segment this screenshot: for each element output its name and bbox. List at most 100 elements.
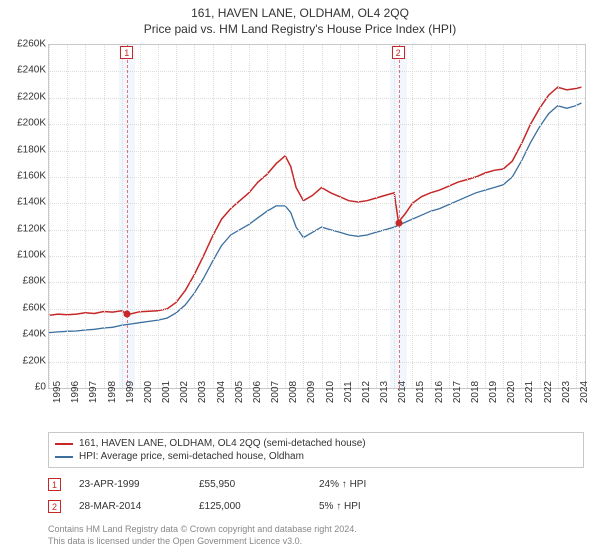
legend-row-series-2: HPI: Average price, semi-detached house,…: [55, 450, 577, 463]
gridline-h: [49, 335, 585, 336]
x-tick-label: 2005: [234, 381, 245, 403]
marker-box-1: 1: [120, 46, 133, 59]
y-tick-label: £60K: [23, 302, 46, 313]
gridline-v: [358, 45, 359, 388]
x-tick-label: 2015: [415, 381, 426, 403]
annotation-delta-1: 24% ↑ HPI: [319, 479, 439, 490]
y-tick-label: £0: [35, 382, 46, 393]
x-tick-label: 1996: [70, 381, 81, 403]
legend-swatch-series-2: [55, 456, 73, 458]
gridline-v: [231, 45, 232, 388]
x-tick-label: 1995: [52, 381, 63, 403]
legend-swatch-series-1: [55, 443, 73, 445]
y-tick-label: £80K: [23, 276, 46, 287]
y-tick-label: £240K: [17, 65, 46, 76]
gridline-h: [49, 282, 585, 283]
disclaimer-line-1: Contains HM Land Registry data © Crown c…: [48, 524, 357, 536]
gridline-v: [540, 45, 541, 388]
gridline-v: [213, 45, 214, 388]
annotation-marker-2: 2: [48, 500, 61, 513]
x-tick-label: 2008: [288, 381, 299, 403]
gridline-v: [376, 45, 377, 388]
x-tick-label: 2009: [306, 381, 317, 403]
x-tick-label: 2020: [506, 381, 517, 403]
gridline-v: [249, 45, 250, 388]
annotation-delta-2: 5% ↑ HPI: [319, 501, 439, 512]
gridline-h: [49, 177, 585, 178]
chart-title-main: 161, HAVEN LANE, OLDHAM, OL4 2QQ: [0, 0, 600, 20]
gridline-v: [322, 45, 323, 388]
marker-dot-1: [124, 311, 131, 318]
marker-line-1: [127, 45, 128, 388]
x-tick-label: 2014: [397, 381, 408, 403]
legend-box: 161, HAVEN LANE, OLDHAM, OL4 2QQ (semi-d…: [48, 432, 584, 468]
disclaimer-line-2: This data is licensed under the Open Gov…: [48, 536, 357, 548]
gridline-v: [521, 45, 522, 388]
legend-label-series-2: HPI: Average price, semi-detached house,…: [79, 451, 304, 462]
gridline-h: [49, 203, 585, 204]
chart-lines-svg: [49, 45, 585, 388]
annotation-price-2: £125,000: [199, 501, 319, 512]
x-tick-label: 2001: [161, 381, 172, 403]
plot-area: [48, 44, 586, 389]
gridline-v: [158, 45, 159, 388]
x-tick-label: 2017: [452, 381, 463, 403]
x-tick-label: 2021: [524, 381, 535, 403]
y-tick-label: £180K: [17, 144, 46, 155]
y-tick-label: £40K: [23, 329, 46, 340]
x-tick-label: 2023: [561, 381, 572, 403]
gridline-h: [49, 230, 585, 231]
x-tick-label: 2002: [179, 381, 190, 403]
gridline-h: [49, 71, 585, 72]
x-tick-label: 2024: [579, 381, 590, 403]
gridline-v: [576, 45, 577, 388]
disclaimer: Contains HM Land Registry data © Crown c…: [48, 524, 357, 547]
x-tick-label: 2013: [379, 381, 390, 403]
x-tick-label: 2004: [216, 381, 227, 403]
marker-line-2: [399, 45, 400, 388]
gridline-v: [558, 45, 559, 388]
gridline-h: [49, 362, 585, 363]
gridline-v: [104, 45, 105, 388]
series-line-price_paid: [49, 87, 581, 315]
marker-box-2: 2: [392, 46, 405, 59]
x-tick-label: 1999: [125, 381, 136, 403]
chart-title-sub: Price paid vs. HM Land Registry's House …: [0, 20, 600, 36]
gridline-v: [485, 45, 486, 388]
gridline-v: [467, 45, 468, 388]
gridline-v: [194, 45, 195, 388]
annotation-price-1: £55,950: [199, 479, 319, 490]
gridline-v: [412, 45, 413, 388]
y-tick-label: £200K: [17, 118, 46, 129]
gridline-v: [176, 45, 177, 388]
series-line-hpi: [49, 103, 581, 333]
gridline-v: [122, 45, 123, 388]
x-tick-label: 1997: [88, 381, 99, 403]
gridline-h: [49, 124, 585, 125]
legend-row-series-1: 161, HAVEN LANE, OLDHAM, OL4 2QQ (semi-d…: [55, 437, 577, 450]
y-tick-label: £260K: [17, 39, 46, 50]
marker-dot-2: [395, 220, 402, 227]
y-tick-label: £20K: [23, 355, 46, 366]
annotation-date-1: 23-APR-1999: [79, 479, 199, 490]
x-tick-label: 2003: [197, 381, 208, 403]
x-tick-label: 2010: [325, 381, 336, 403]
gridline-h: [49, 98, 585, 99]
x-tick-label: 2007: [270, 381, 281, 403]
x-tick-label: 2006: [252, 381, 263, 403]
legend-label-series-1: 161, HAVEN LANE, OLDHAM, OL4 2QQ (semi-d…: [79, 438, 366, 449]
gridline-h: [49, 151, 585, 152]
gridline-v: [394, 45, 395, 388]
gridline-v: [340, 45, 341, 388]
annotation-date-2: 28-MAR-2014: [79, 501, 199, 512]
gridline-v: [49, 45, 50, 388]
x-tick-label: 2011: [343, 381, 354, 403]
x-tick-label: 2018: [470, 381, 481, 403]
x-tick-label: 2022: [543, 381, 554, 403]
annotation-row-2: 2 28-MAR-2014 £125,000 5% ↑ HPI: [48, 500, 439, 513]
gridline-v: [85, 45, 86, 388]
annotation-row-1: 1 23-APR-1999 £55,950 24% ↑ HPI: [48, 478, 439, 491]
annotation-marker-1: 1: [48, 478, 61, 491]
gridline-h: [49, 309, 585, 310]
gridline-v: [67, 45, 68, 388]
